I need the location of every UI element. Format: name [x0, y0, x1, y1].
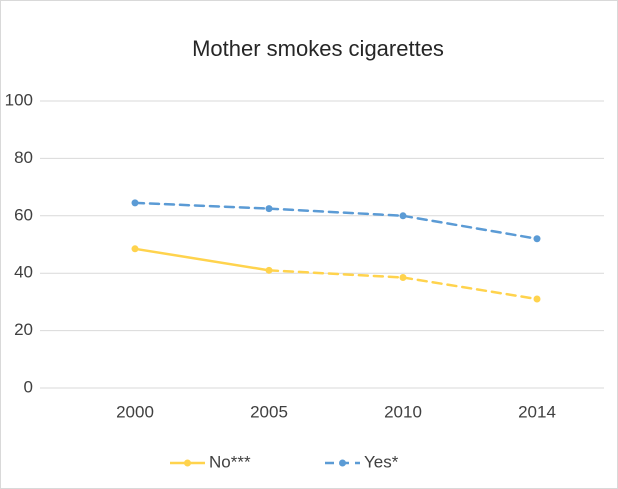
point: [533, 235, 541, 243]
line-segment: [133, 247, 271, 272]
legend-marker: [184, 459, 191, 467]
line-segment: [401, 214, 539, 241]
line-segment: [401, 276, 539, 301]
legend-marker: [339, 459, 346, 467]
point: [399, 212, 407, 220]
x-tick-label: 2005: [250, 402, 288, 421]
point: [533, 295, 541, 303]
x-tick-label: 2014: [518, 402, 556, 421]
point: [131, 245, 139, 253]
x-tick-label: 2000: [116, 402, 154, 421]
y-tick-label: 40: [14, 263, 33, 282]
y-tick-label: 100: [5, 90, 33, 109]
point: [399, 274, 407, 282]
legend-label: Yes*: [364, 452, 399, 471]
y-tick-label: 80: [14, 148, 33, 167]
line-segment: [267, 269, 405, 279]
legend-label: No***: [209, 452, 251, 471]
point: [265, 205, 273, 213]
y-tick-label: 20: [14, 320, 33, 339]
y-tick-label: 0: [24, 377, 33, 396]
line-segment: [133, 201, 271, 210]
line-segment: [267, 207, 405, 218]
y-tick-label: 60: [14, 205, 33, 224]
x-tick-label: 2010: [384, 402, 422, 421]
point: [265, 266, 273, 274]
point: [131, 199, 139, 207]
chart-title: Mother smokes cigarettes: [192, 36, 444, 61]
